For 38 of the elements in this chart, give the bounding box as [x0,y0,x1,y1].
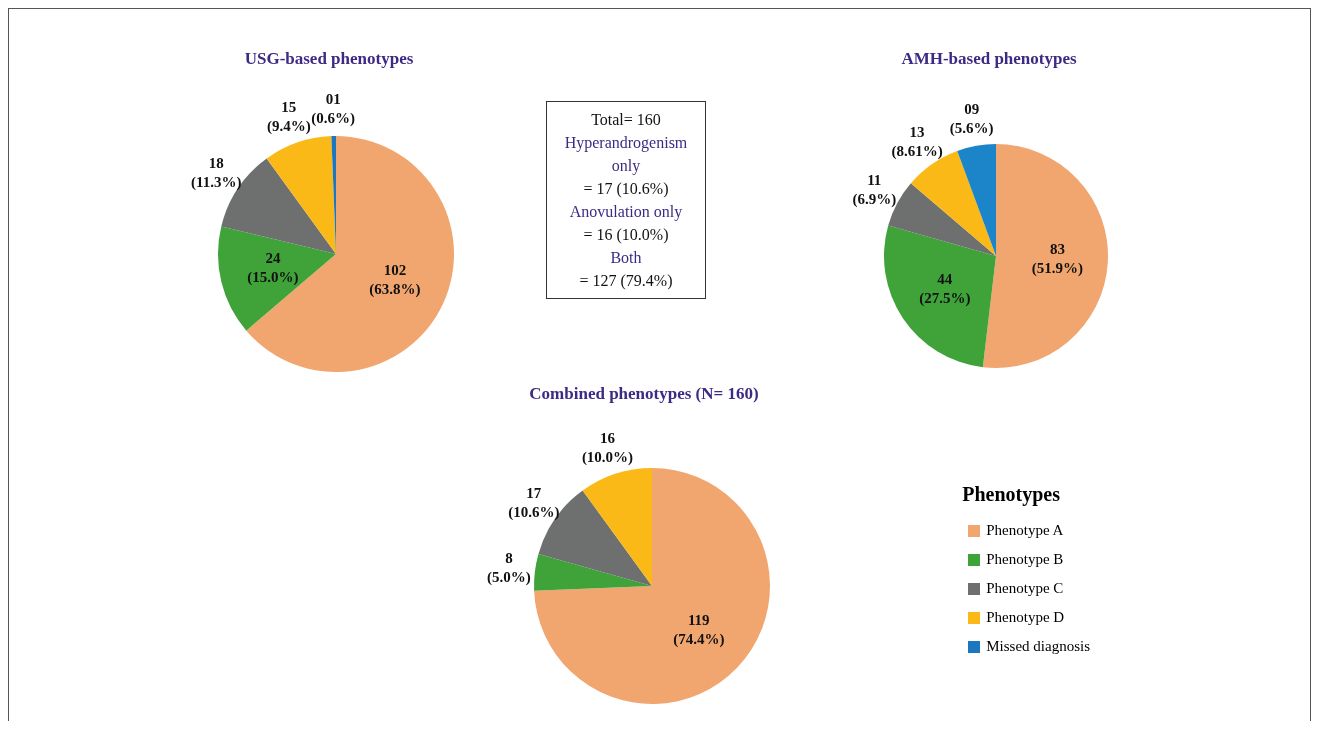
legend-title: Phenotypes [962,483,1062,506]
chart-title: USG-based phenotypes [243,49,415,69]
legend-label: Phenotype B [986,551,1064,568]
pie-slice [957,144,996,256]
data-label: 11 (6.9%) [852,172,897,209]
data-label: 18 (11.3%) [191,155,242,192]
data-label: 83 (51.9%) [1031,241,1084,278]
legend-label: Missed diagnosis [986,638,1090,655]
chart-title: Combined phenotypes (N= 160) [528,384,760,404]
text: Anovulation only [568,202,684,223]
text: Total= 160 [590,110,662,130]
pie-slice [982,144,1108,368]
data-label: 102 (63.8%) [369,262,421,299]
data-label: 24 (15.0%) [247,250,299,287]
pie-slice [266,136,336,254]
text: = 17 (10.6%) [582,179,670,199]
legend-label: Phenotype D [986,609,1065,626]
text: Hyperandrogenism only [563,133,689,177]
data-label: 44 (27.5%) [919,271,971,308]
data-label: 16 (10.0%) [581,430,634,467]
data-label: 15 (9.4%) [266,99,311,136]
text: Both [609,248,643,268]
pie-slice [246,136,454,372]
legend-label: Phenotype C [986,580,1064,597]
text: = 127 (79.4%) [578,271,674,291]
pie-slice [582,468,652,586]
data-label: 8 (5.0%) [487,550,531,587]
pie-slice [534,553,652,591]
chart-title: AMH-based phenotypes [900,49,1078,69]
pie-slice [884,225,996,368]
data-label: 09 (5.6%) [949,101,994,138]
legend-label: Phenotype A [986,522,1064,539]
pie-slice [218,226,336,331]
data-label: 01 (0.6%) [311,91,356,128]
text: = 16 (10.0%) [582,225,670,245]
data-label: 17 (10.6%) [508,485,560,522]
data-label: 119 (74.4%) [673,612,725,649]
data-label: 13 (8.61%) [891,124,943,161]
